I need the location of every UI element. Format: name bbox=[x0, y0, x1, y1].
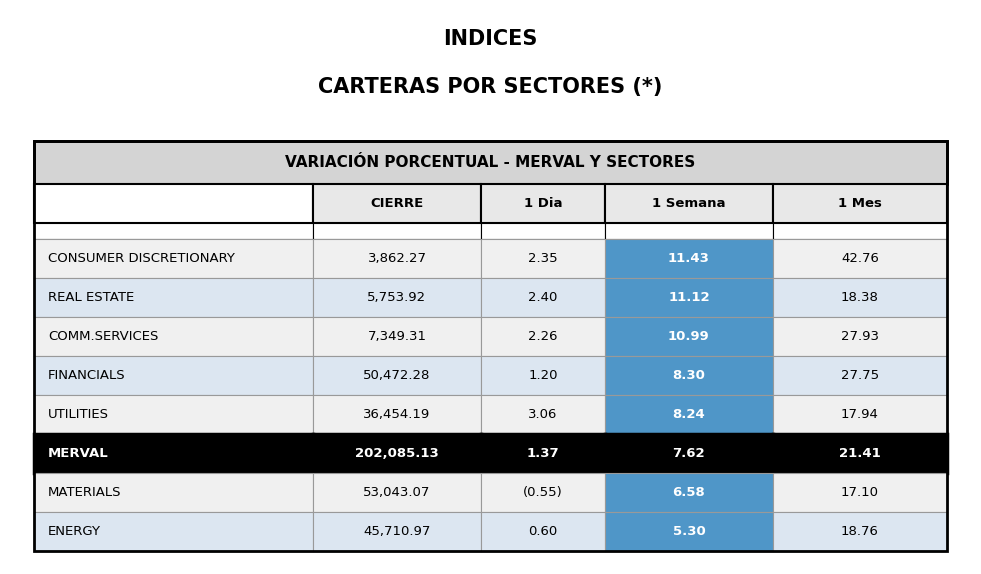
Bar bbox=[34, 223, 313, 239]
Text: 11.43: 11.43 bbox=[668, 252, 710, 265]
Bar bbox=[34, 184, 313, 223]
Bar bbox=[773, 356, 947, 395]
Bar bbox=[604, 317, 773, 356]
Bar bbox=[313, 223, 482, 239]
Bar bbox=[604, 278, 773, 317]
Text: VARIACIÓN PORCENTUAL - MERVAL Y SECTORES: VARIACIÓN PORCENTUAL - MERVAL Y SECTORES bbox=[285, 154, 696, 170]
Text: 27.75: 27.75 bbox=[841, 369, 879, 382]
Bar bbox=[482, 473, 604, 512]
Bar bbox=[34, 317, 313, 356]
Text: CARTERAS POR SECTORES (*): CARTERAS POR SECTORES (*) bbox=[318, 77, 663, 98]
Bar bbox=[313, 395, 482, 434]
Text: UTILITIES: UTILITIES bbox=[48, 408, 109, 421]
Text: 17.10: 17.10 bbox=[841, 486, 879, 499]
Text: 53,043.07: 53,043.07 bbox=[363, 486, 431, 499]
Text: 5.30: 5.30 bbox=[673, 525, 705, 538]
Bar bbox=[604, 395, 773, 434]
Text: 1 Mes: 1 Mes bbox=[838, 197, 882, 210]
Text: 17.94: 17.94 bbox=[841, 408, 879, 421]
Text: FINANCIALS: FINANCIALS bbox=[48, 369, 126, 382]
Bar bbox=[313, 473, 482, 512]
Bar bbox=[604, 512, 773, 551]
Text: 36,454.19: 36,454.19 bbox=[363, 408, 431, 421]
Bar bbox=[313, 184, 482, 223]
Bar bbox=[34, 239, 313, 278]
Text: 45,710.97: 45,710.97 bbox=[363, 525, 431, 538]
Text: COMM.SERVICES: COMM.SERVICES bbox=[48, 330, 158, 343]
Bar bbox=[313, 512, 482, 551]
Bar bbox=[482, 184, 604, 223]
Bar bbox=[313, 317, 482, 356]
Bar bbox=[773, 278, 947, 317]
Bar bbox=[34, 434, 313, 473]
Text: 8.30: 8.30 bbox=[673, 369, 705, 382]
Text: 1.20: 1.20 bbox=[528, 369, 558, 382]
Text: 202,085.13: 202,085.13 bbox=[355, 447, 439, 460]
Bar bbox=[34, 141, 947, 184]
Text: MERVAL: MERVAL bbox=[48, 447, 109, 460]
Bar bbox=[773, 223, 947, 239]
Bar bbox=[604, 356, 773, 395]
Text: 1 Dia: 1 Dia bbox=[524, 197, 562, 210]
Bar bbox=[34, 473, 313, 512]
Bar bbox=[773, 239, 947, 278]
Bar bbox=[313, 278, 482, 317]
Bar bbox=[482, 223, 604, 239]
Text: INDICES: INDICES bbox=[443, 29, 538, 49]
Bar bbox=[773, 473, 947, 512]
Text: 18.38: 18.38 bbox=[841, 291, 879, 304]
Bar bbox=[773, 317, 947, 356]
Text: 3.06: 3.06 bbox=[529, 408, 557, 421]
Text: 11.12: 11.12 bbox=[668, 291, 709, 304]
Bar bbox=[604, 239, 773, 278]
Text: 0.60: 0.60 bbox=[529, 525, 557, 538]
Text: ENERGY: ENERGY bbox=[48, 525, 101, 538]
Text: (0.55): (0.55) bbox=[523, 486, 563, 499]
Text: MATERIALS: MATERIALS bbox=[48, 486, 122, 499]
Bar bbox=[482, 356, 604, 395]
Bar bbox=[313, 434, 482, 473]
Bar bbox=[773, 395, 947, 434]
Bar bbox=[604, 223, 773, 239]
Text: 8.24: 8.24 bbox=[673, 408, 705, 421]
Text: 5,753.92: 5,753.92 bbox=[368, 291, 427, 304]
Bar bbox=[482, 512, 604, 551]
Text: 27.93: 27.93 bbox=[841, 330, 879, 343]
Bar bbox=[482, 395, 604, 434]
Text: 42.76: 42.76 bbox=[841, 252, 879, 265]
Text: 1.37: 1.37 bbox=[527, 447, 559, 460]
Bar bbox=[604, 473, 773, 512]
Bar bbox=[482, 317, 604, 356]
Text: CONSUMER DISCRETIONARY: CONSUMER DISCRETIONARY bbox=[48, 252, 234, 265]
Bar bbox=[773, 434, 947, 473]
Text: 1 Semana: 1 Semana bbox=[652, 197, 726, 210]
Bar bbox=[34, 278, 313, 317]
Text: 10.99: 10.99 bbox=[668, 330, 710, 343]
Bar bbox=[604, 184, 773, 223]
Text: 18.76: 18.76 bbox=[841, 525, 879, 538]
Bar bbox=[34, 512, 313, 551]
Bar bbox=[482, 278, 604, 317]
Text: 2.35: 2.35 bbox=[528, 252, 558, 265]
Text: 7,349.31: 7,349.31 bbox=[368, 330, 427, 343]
Bar bbox=[604, 434, 773, 473]
Bar bbox=[773, 184, 947, 223]
Text: 6.58: 6.58 bbox=[673, 486, 705, 499]
Text: 50,472.28: 50,472.28 bbox=[363, 369, 431, 382]
Text: CIERRE: CIERRE bbox=[371, 197, 424, 210]
Bar bbox=[482, 239, 604, 278]
Bar bbox=[34, 356, 313, 395]
Text: 7.62: 7.62 bbox=[673, 447, 705, 460]
Text: 2.26: 2.26 bbox=[528, 330, 558, 343]
Text: 2.40: 2.40 bbox=[529, 291, 557, 304]
Bar bbox=[773, 512, 947, 551]
Bar bbox=[34, 395, 313, 434]
Text: 3,862.27: 3,862.27 bbox=[368, 252, 427, 265]
Text: REAL ESTATE: REAL ESTATE bbox=[48, 291, 134, 304]
Bar bbox=[482, 434, 604, 473]
Bar bbox=[313, 356, 482, 395]
Bar bbox=[313, 239, 482, 278]
Text: 21.41: 21.41 bbox=[839, 447, 881, 460]
